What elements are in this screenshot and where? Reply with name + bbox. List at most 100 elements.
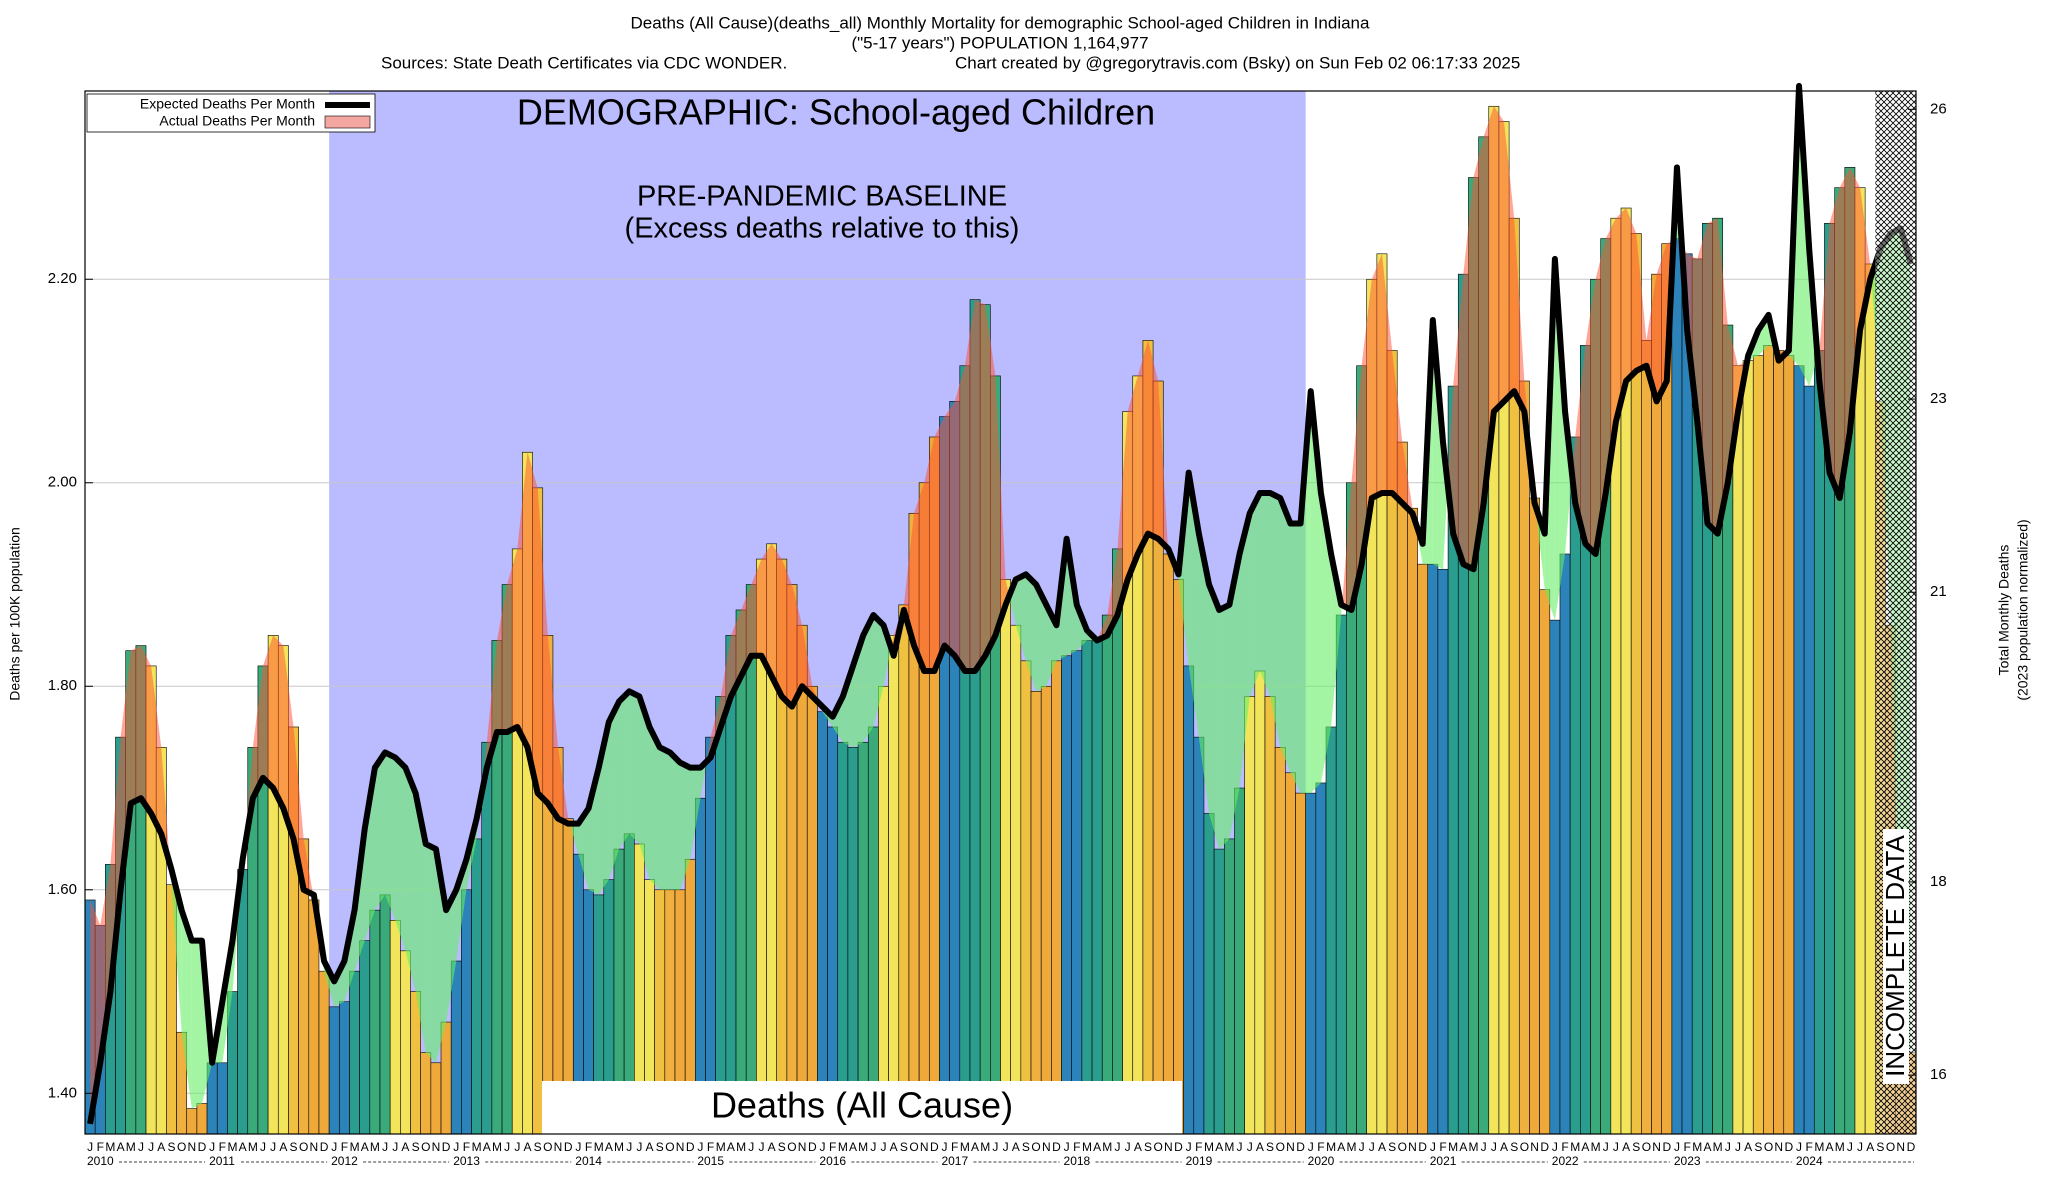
x-tick-label: A bbox=[1256, 1140, 1264, 1154]
bar bbox=[359, 940, 371, 1135]
x-tick-label: M bbox=[716, 1140, 726, 1154]
year-label: 2017 bbox=[941, 1154, 968, 1168]
bar bbox=[400, 950, 411, 1135]
excess-area bbox=[1636, 233, 1647, 371]
bar bbox=[1813, 350, 1825, 1135]
excess-area bbox=[283, 645, 294, 839]
x-tick-label: D bbox=[1296, 1140, 1305, 1154]
x-tick-label: M bbox=[858, 1140, 868, 1154]
x-tick-label: A bbox=[890, 1140, 898, 1154]
x-tick-label: A bbox=[1134, 1140, 1142, 1154]
excess-area bbox=[1402, 442, 1413, 514]
x-tick-label: O bbox=[177, 1140, 186, 1154]
legend-label: Expected Deaths Per Month bbox=[140, 96, 315, 112]
bar bbox=[389, 920, 401, 1135]
bar bbox=[1305, 792, 1317, 1135]
x-tick-label: J bbox=[1308, 1140, 1314, 1154]
x-tick-label: N bbox=[1164, 1140, 1173, 1154]
deficit-area bbox=[1198, 533, 1210, 814]
x-tick-label: J bbox=[209, 1140, 215, 1154]
excess-area bbox=[751, 559, 762, 656]
excess-area bbox=[1148, 340, 1159, 539]
bar bbox=[1234, 787, 1245, 1135]
x-tick-label: M bbox=[1448, 1140, 1458, 1154]
year-label-bg bbox=[86, 1155, 118, 1169]
deficit-area bbox=[863, 615, 874, 743]
y2-tick-label: 23 bbox=[1930, 390, 1947, 407]
x-tick-label: M bbox=[1204, 1140, 1214, 1154]
x-tick-label: O bbox=[1886, 1140, 1895, 1154]
x-tick-label: J bbox=[626, 1140, 632, 1154]
bar bbox=[1254, 670, 1266, 1135]
bar bbox=[857, 741, 869, 1135]
deficit-area bbox=[425, 844, 436, 1063]
bar bbox=[1193, 736, 1205, 1135]
bar bbox=[1040, 685, 1052, 1135]
x-tick-label: J bbox=[138, 1140, 144, 1154]
deficit-area bbox=[669, 752, 681, 890]
x-tick-label: D bbox=[564, 1140, 573, 1154]
bar bbox=[847, 747, 859, 1135]
excess-area bbox=[1392, 350, 1403, 504]
x-tick-label: A bbox=[605, 1140, 613, 1154]
x-tick-label: M bbox=[492, 1140, 502, 1154]
x-tick-label: A bbox=[727, 1140, 735, 1154]
year-label-bg bbox=[818, 1155, 851, 1169]
year-label-bg bbox=[1184, 1155, 1217, 1169]
year-label-bg bbox=[574, 1155, 607, 1169]
deficit-area bbox=[680, 762, 691, 890]
x-tick-label: J bbox=[1857, 1140, 1863, 1154]
overlay-layer: INCOMPLETE DATA Deaths (All Cause) DEMOGRA… bbox=[84, 90, 1917, 1135]
incomplete-box bbox=[1883, 829, 1909, 1084]
x-tick-label: J bbox=[1735, 1140, 1741, 1154]
bar bbox=[1030, 691, 1042, 1135]
bar bbox=[1529, 497, 1540, 1135]
bar bbox=[1274, 747, 1286, 1135]
x-tick-label: M bbox=[1591, 1140, 1601, 1154]
y-tick-label: 1.80 bbox=[48, 677, 77, 694]
year-label: 2013 bbox=[453, 1154, 480, 1168]
x-tick-label: A bbox=[1378, 1140, 1386, 1154]
x-tick-label: J bbox=[514, 1140, 520, 1154]
expected-line bbox=[87, 82, 1914, 1125]
x-tick-label: A bbox=[1826, 1140, 1834, 1154]
bar bbox=[796, 624, 808, 1135]
deficit-area bbox=[629, 691, 640, 844]
year-label: 2011 bbox=[209, 1154, 235, 1168]
bar bbox=[1315, 782, 1327, 1135]
x-tick-label: J bbox=[1491, 1140, 1497, 1154]
x-tick-label: A bbox=[361, 1140, 369, 1154]
bar bbox=[430, 1062, 442, 1135]
chart-title: Deaths (All Cause)(deaths_all) Monthly M… bbox=[631, 13, 1370, 32]
deficit-area bbox=[1270, 492, 1281, 748]
bar bbox=[1244, 696, 1256, 1135]
x-tick-label: J bbox=[1186, 1140, 1192, 1154]
x-tick-label: S bbox=[1632, 1140, 1640, 1154]
x-tick-label: J bbox=[1359, 1140, 1365, 1154]
x-tick-label: D bbox=[1418, 1140, 1427, 1154]
x-tick-label: O bbox=[665, 1140, 674, 1154]
x-tick-label: J bbox=[1125, 1140, 1131, 1154]
x-tick-label: J bbox=[1674, 1140, 1680, 1154]
deficit-area bbox=[446, 889, 457, 1023]
x-tick-label: J bbox=[758, 1140, 764, 1154]
legend-label: Actual Deaths Per Month bbox=[159, 113, 315, 129]
excess-area bbox=[1473, 136, 1484, 570]
excess-area bbox=[720, 635, 731, 727]
bar bbox=[1071, 650, 1083, 1135]
year-label: 2020 bbox=[1308, 1154, 1335, 1168]
bar bbox=[410, 991, 421, 1135]
x-tick-label: M bbox=[1102, 1140, 1112, 1154]
x-tick-label: J bbox=[1847, 1140, 1853, 1154]
x-tick-label: M bbox=[1835, 1140, 1845, 1154]
x-tick-label: O bbox=[909, 1140, 918, 1154]
excess-area bbox=[1717, 218, 1728, 534]
x-tick-label: A bbox=[239, 1140, 247, 1154]
excess-area bbox=[995, 375, 1006, 636]
deficit-area bbox=[1188, 472, 1199, 738]
excess-area bbox=[537, 487, 548, 804]
deficit-area bbox=[700, 761, 707, 799]
excess-area bbox=[547, 635, 559, 819]
x-tick-label: A bbox=[1093, 1140, 1101, 1154]
x-tick-label: O bbox=[1031, 1140, 1040, 1154]
